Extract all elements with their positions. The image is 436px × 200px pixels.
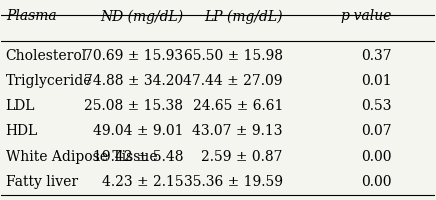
Text: LDL: LDL xyxy=(6,99,35,113)
Text: 0.53: 0.53 xyxy=(361,99,391,113)
Text: 74.88 ± 34.20: 74.88 ± 34.20 xyxy=(84,74,184,88)
Text: 0.01: 0.01 xyxy=(361,74,391,88)
Text: 43.07 ± 9.13: 43.07 ± 9.13 xyxy=(192,124,283,138)
Text: 2.59 ± 0.87: 2.59 ± 0.87 xyxy=(201,150,283,164)
Text: 49.04 ± 9.01: 49.04 ± 9.01 xyxy=(93,124,184,138)
Text: LP (mg/dL): LP (mg/dL) xyxy=(204,9,283,24)
Text: HDL: HDL xyxy=(6,124,38,138)
Text: 35.36 ± 19.59: 35.36 ± 19.59 xyxy=(184,175,283,189)
Text: 0.00: 0.00 xyxy=(361,175,391,189)
Text: 0.07: 0.07 xyxy=(361,124,391,138)
Text: 24.65 ± 6.61: 24.65 ± 6.61 xyxy=(193,99,283,113)
Text: ND (mg/dL): ND (mg/dL) xyxy=(100,9,184,24)
Text: Fatty liver: Fatty liver xyxy=(6,175,78,189)
Text: 25.08 ± 15.38: 25.08 ± 15.38 xyxy=(84,99,184,113)
Text: Cholesterol: Cholesterol xyxy=(6,49,87,63)
Text: Triglyceride: Triglyceride xyxy=(6,74,92,88)
Text: 0.00: 0.00 xyxy=(361,150,391,164)
Text: p-value: p-value xyxy=(340,9,391,23)
Text: 4.23 ± 2.15: 4.23 ± 2.15 xyxy=(102,175,184,189)
Text: 0.37: 0.37 xyxy=(361,49,391,63)
Text: 70.69 ± 15.93: 70.69 ± 15.93 xyxy=(84,49,184,63)
Text: 65.50 ± 15.98: 65.50 ± 15.98 xyxy=(184,49,283,63)
Text: White Adipose Tissue: White Adipose Tissue xyxy=(6,150,157,164)
Text: Plasma: Plasma xyxy=(6,9,56,23)
Text: 19.42 ± 5.48: 19.42 ± 5.48 xyxy=(93,150,184,164)
Text: 47.44 ± 27.09: 47.44 ± 27.09 xyxy=(184,74,283,88)
